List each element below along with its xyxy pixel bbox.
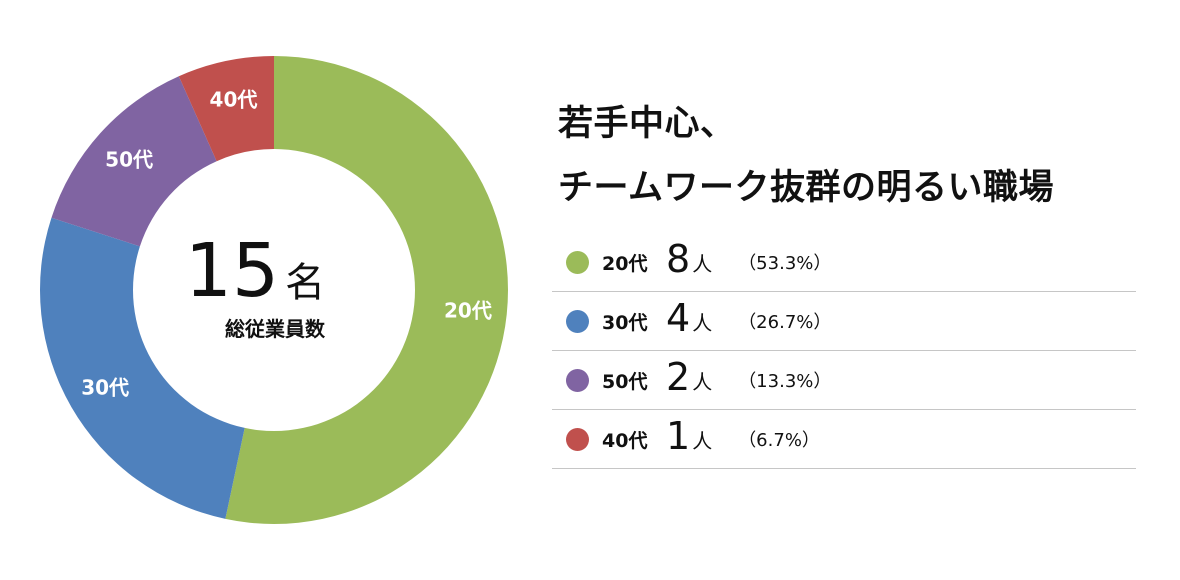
legend-row-30s: 30代 4 人 （26.7%） <box>552 292 1136 351</box>
segment-label-20s: 20代 <box>444 298 492 322</box>
donut-segments <box>39 56 508 524</box>
total-employees-caption: 総従業員数 <box>225 317 326 341</box>
segment-labels: 20代 30代 50代 40代 <box>81 87 492 399</box>
legend-count: 8 <box>666 237 691 281</box>
legend-unit: 人 <box>692 369 713 394</box>
total-employees-value: 15 名 <box>185 228 325 314</box>
legend-percent: （6.7%） <box>738 430 820 451</box>
legend-dot-30s <box>566 309 589 333</box>
donut-segment-30s <box>39 217 245 519</box>
legend-unit: 人 <box>692 310 713 335</box>
legend-row-40s: 40代 1 人 （6.7%） <box>552 410 1136 469</box>
donut-segment-50s <box>51 76 217 247</box>
segment-label-50s: 50代 <box>105 148 153 172</box>
legend-percent: （26.7%） <box>738 312 832 333</box>
donut-segment-40s <box>178 56 274 162</box>
headline-line-1: 若手中心、 <box>558 104 736 144</box>
donut-segment-20s <box>225 56 508 524</box>
legend-category: 30代 <box>602 311 648 334</box>
legend-dot-20s <box>566 250 589 274</box>
headline-line-2: チームワーク抜群の明るい職場 <box>558 168 1054 208</box>
legend-count: 2 <box>666 355 691 399</box>
legend-category: 20代 <box>602 252 648 275</box>
legend-category: 40代 <box>602 429 648 452</box>
legend: 20代 8 人 （53.3%） 30代 4 人 （26.7%） 50代 2 人 … <box>552 233 1136 469</box>
legend-dot-50s <box>566 368 589 392</box>
legend-percent: （53.3%） <box>738 253 832 274</box>
legend-dot-40s <box>566 427 589 451</box>
legend-count: 1 <box>666 414 691 458</box>
donut-chart: 20代 30代 50代 40代 15 名 総従業員数 <box>39 56 508 524</box>
segment-label-40s: 40代 <box>210 87 258 111</box>
legend-row-20s: 20代 8 人 （53.3%） <box>552 233 1136 292</box>
legend-percent: （13.3%） <box>738 371 832 392</box>
legend-category: 50代 <box>602 370 648 393</box>
legend-unit: 人 <box>692 251 713 276</box>
legend-count: 4 <box>666 296 691 340</box>
legend-row-50s: 50代 2 人 （13.3%） <box>552 351 1136 410</box>
legend-unit: 人 <box>692 428 713 453</box>
headline: 若手中心、 チームワーク抜群の明るい職場 <box>558 92 1158 220</box>
segment-label-30s: 30代 <box>81 376 129 400</box>
